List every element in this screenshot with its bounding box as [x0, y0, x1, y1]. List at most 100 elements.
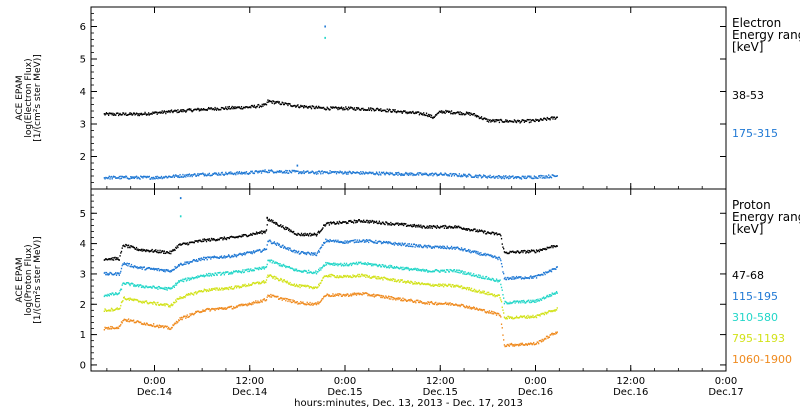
data-point — [155, 175, 157, 178]
data-point — [137, 284, 139, 286]
data-point — [290, 229, 292, 231]
data-point — [547, 337, 549, 339]
data-point — [175, 174, 177, 176]
data-point — [463, 173, 465, 176]
data-point — [159, 268, 161, 271]
data-point — [535, 176, 537, 178]
data-point — [280, 246, 282, 248]
data-point — [493, 177, 496, 179]
data-point — [274, 221, 276, 224]
data-point — [353, 292, 356, 294]
data-point — [205, 108, 208, 111]
data-point — [555, 117, 557, 120]
data-point — [391, 279, 393, 282]
data-point — [318, 251, 321, 253]
data-point — [348, 276, 350, 278]
data-point — [441, 225, 443, 228]
data-point — [148, 250, 151, 253]
data-point — [228, 107, 230, 110]
data-point — [172, 249, 174, 251]
data-point — [115, 292, 117, 294]
data-point — [281, 299, 283, 301]
data-point — [175, 109, 178, 112]
data-point — [347, 275, 349, 277]
data-point — [317, 286, 319, 288]
data-point — [361, 107, 363, 110]
data-point — [133, 298, 135, 301]
data-point — [152, 301, 155, 303]
data-point — [437, 302, 439, 305]
data-point — [428, 173, 431, 176]
data-point — [430, 285, 432, 287]
data-point — [378, 263, 381, 266]
data-point — [476, 229, 478, 231]
data-point — [412, 245, 414, 248]
data-point — [345, 106, 347, 108]
data-point — [107, 177, 109, 180]
data-point — [493, 311, 496, 314]
data-point — [477, 231, 479, 233]
data-point — [425, 283, 428, 285]
data-point — [504, 276, 506, 279]
data-point — [302, 251, 304, 253]
data-point — [221, 107, 223, 109]
data-point — [418, 224, 420, 226]
data-point — [378, 264, 380, 267]
data-point — [142, 286, 144, 288]
data-point — [282, 281, 284, 283]
data-point — [262, 169, 264, 172]
data-point — [234, 270, 236, 273]
data-point — [379, 240, 381, 243]
data-point — [185, 280, 188, 282]
electron-series-38-53 — [103, 99, 558, 124]
data-point — [136, 112, 138, 115]
data-point — [525, 120, 528, 122]
data-point — [199, 275, 201, 277]
data-point — [165, 175, 167, 178]
data-point — [485, 293, 488, 295]
data-point — [208, 238, 211, 240]
data-point — [253, 269, 256, 272]
data-point — [263, 170, 266, 173]
data-point — [530, 175, 532, 178]
data-point — [175, 110, 177, 112]
data-point — [117, 272, 120, 275]
data-point — [123, 113, 125, 116]
data-point — [322, 244, 324, 246]
data-point — [243, 234, 246, 236]
data-point — [219, 288, 221, 291]
data-point — [410, 281, 413, 283]
data-point — [322, 277, 324, 279]
data-point — [389, 241, 391, 244]
data-point — [286, 280, 288, 283]
data-point — [142, 323, 144, 326]
data-point — [430, 284, 433, 287]
data-point — [483, 117, 485, 120]
data-point — [459, 175, 461, 177]
data-point — [291, 169, 293, 172]
data-point — [376, 222, 378, 224]
data-point — [266, 296, 268, 298]
data-point — [532, 299, 534, 302]
data-point — [119, 325, 121, 327]
data-point — [510, 120, 513, 123]
data-point — [279, 225, 281, 227]
data-point — [411, 172, 413, 175]
xtick-date-label: Dec.16 — [518, 387, 553, 398]
data-point — [164, 304, 166, 307]
data-point — [340, 262, 342, 265]
data-point — [474, 250, 476, 252]
data-point — [375, 220, 378, 223]
data-point — [190, 278, 192, 281]
data-point — [331, 240, 333, 242]
data-point — [275, 171, 277, 174]
data-point — [106, 273, 108, 276]
data-point — [122, 263, 124, 265]
data-point — [526, 317, 528, 319]
data-point — [260, 299, 262, 302]
data-point — [418, 268, 420, 271]
data-point — [497, 233, 499, 236]
data-point — [489, 312, 491, 314]
data-point — [143, 113, 145, 115]
data-point — [544, 273, 546, 276]
